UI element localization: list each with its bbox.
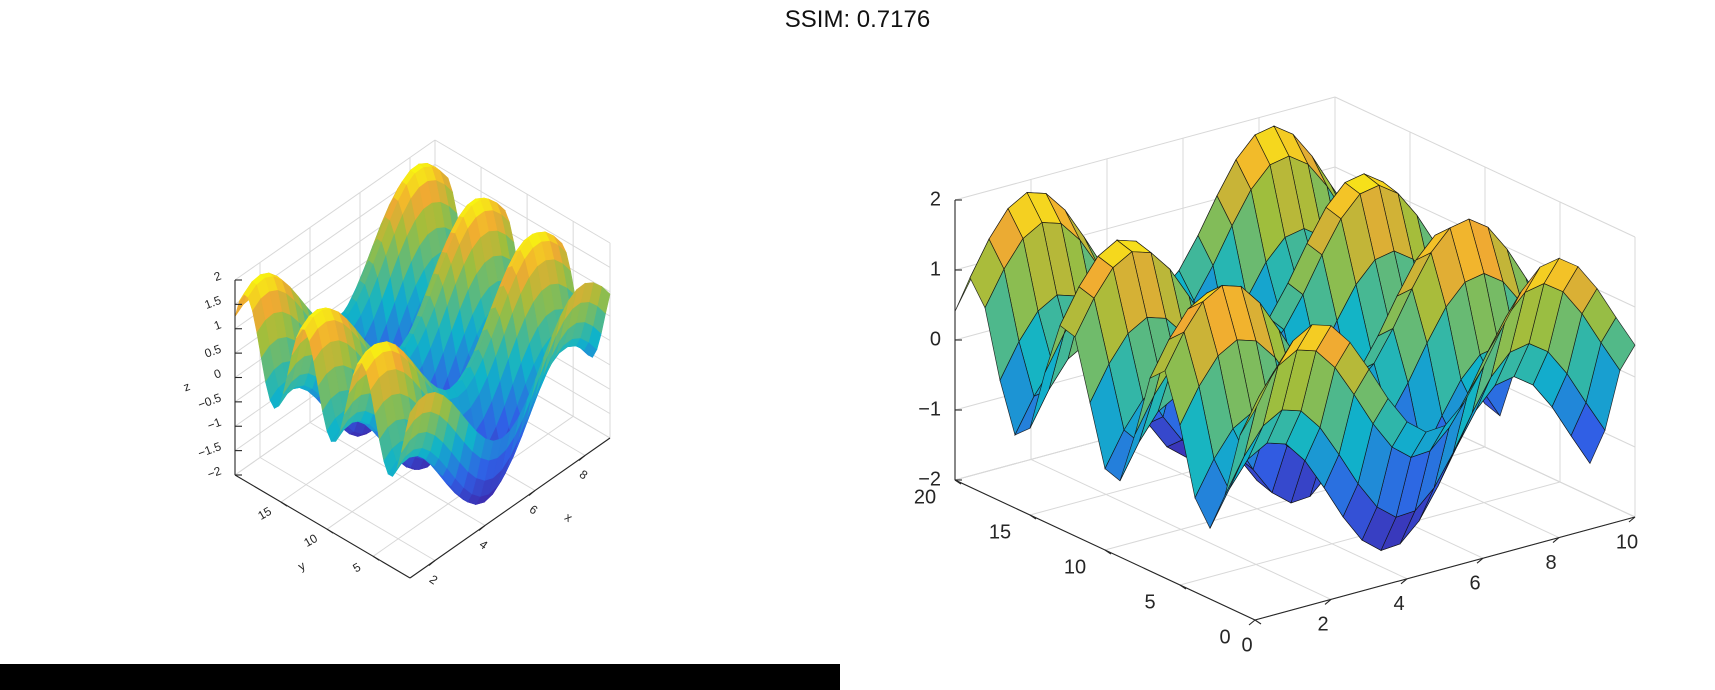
z-tick-label: −1 [205,415,223,433]
z-tick-label: −2 [918,468,941,490]
z-tick-label: 1 [930,258,941,280]
y-tick-label: 5 [1144,591,1155,613]
z-tick-label: 0 [930,328,941,350]
z-tick-label: 2 [212,269,223,285]
x-axis-label: x [562,510,575,525]
x-tick-label: 6 [1469,572,1480,594]
x-tick-mark [528,490,536,496]
y-tick-label: 15 [255,504,274,523]
y-tick-label: 10 [1064,556,1086,578]
x-tick-label: 2 [427,572,441,587]
x-tick-label: 2 [1317,614,1328,636]
y-tick-mark [1254,619,1262,625]
y-tick-label: 15 [989,521,1011,543]
x-tick-label: 10 [1616,531,1638,553]
z-tick-label: 1.5 [203,293,224,312]
x-axis-line [1254,516,1636,621]
surface-face [1239,371,1275,436]
x-tick-label: 4 [1393,593,1404,615]
floor-gridline [1030,458,1332,600]
z-tick-label: 1 [212,317,223,333]
x-tick-label: 0 [1241,634,1252,656]
figure-title: SSIM: 0.7176 [784,6,931,33]
x-tick-mark [1628,516,1636,523]
y-axis-label: y [295,559,307,574]
x-tick-mark [1552,537,1560,544]
z-tick-label: −1 [918,398,941,420]
y-tick-mark [1029,514,1037,520]
wall-gridline [434,163,611,268]
wall-gridline [434,188,611,293]
surface-face [405,400,419,433]
x-tick-mark [1324,598,1332,605]
x-tick-mark [578,455,586,461]
x-tick-label: 6 [527,502,541,517]
x-tick-label: 8 [1545,552,1556,574]
y-tick-mark [280,501,288,507]
black-band [0,664,840,690]
y-tick-label: 5 [350,560,363,576]
z-axis-label: z [182,379,192,394]
wall-gridline [234,139,436,281]
x-tick-mark [478,525,486,531]
y-tick-mark [372,555,380,561]
z-tick-label: −2 [205,464,223,482]
wall-gridline [954,96,1336,201]
z-tick-label: 0.5 [203,342,224,361]
y-tick-mark [1104,549,1112,555]
x-tick-mark [1248,619,1256,626]
y-tick-label: 0 [1219,626,1230,648]
floor-gridline [259,457,436,561]
x-tick-mark [1400,578,1408,585]
y-tick-label: 20 [914,486,936,508]
x-tick-mark [1476,557,1484,564]
floor-gridline [309,422,486,526]
y-tick-label: 10 [301,531,320,550]
y-tick-mark [954,479,962,485]
z-tick-label: 2 [930,188,941,210]
x-tick-label: 8 [577,467,591,482]
y-tick-mark [1179,584,1187,590]
floor-gridline [1106,438,1408,580]
y-tick-mark [326,528,334,534]
surface-plot-left: 2 4 6 8 5 10 15 −2 −1.5 −1 −0.5 0 0.5 1 1.5 2 x y z [182,139,611,588]
x-tick-mark [428,560,436,566]
z-tick-label: −1.5 [196,439,223,460]
x-axis-line [409,437,611,579]
wall-gridline [1334,96,1636,238]
y-axis-line [234,474,411,579]
wall-gridline [434,139,611,244]
surface-plot-right: 0 2 4 6 8 10 0 5 10 15 20−2 −1 0 1 2 [914,96,1638,656]
z-tick-label: −0.5 [196,390,223,411]
x-tick-label: 4 [477,537,491,552]
z-tick-label: 0 [212,366,223,382]
